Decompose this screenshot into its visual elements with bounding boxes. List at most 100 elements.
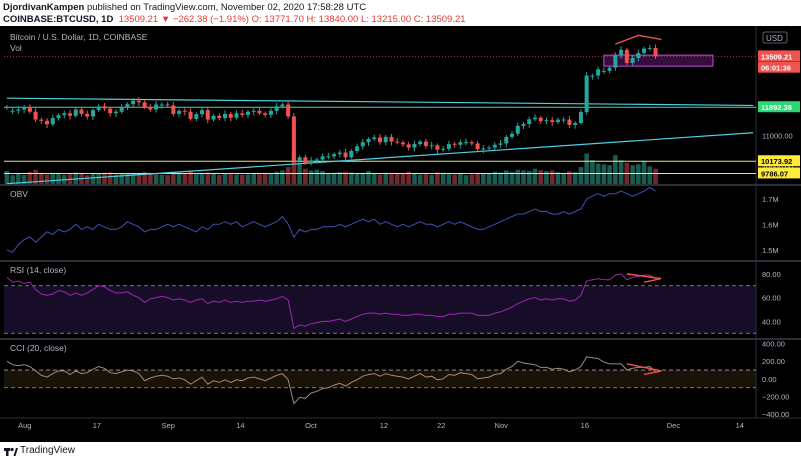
candle-body <box>647 47 652 49</box>
candle-body <box>194 114 199 119</box>
volume-bar <box>613 155 618 184</box>
volume-bar <box>205 172 211 184</box>
volume-bar <box>423 174 429 184</box>
candle-body <box>498 143 503 145</box>
volume-bar <box>228 174 234 184</box>
price-axis-label-bg <box>758 50 800 62</box>
indicator-line <box>6 273 656 330</box>
volume-bar <box>102 172 107 184</box>
price-axis-label-bg <box>758 61 800 73</box>
volume-bar <box>326 173 331 184</box>
price-tick-label: 10000.00 <box>762 163 793 172</box>
chart-area[interactable]: Bitcoin / U.S. Dollar, 1D, COINBASE Vol US… <box>0 26 801 442</box>
price-axis-label: 9786.07 <box>761 169 788 178</box>
candle-body <box>131 100 136 105</box>
volume-bar <box>16 173 21 184</box>
candle-body <box>561 119 566 121</box>
volume-bar <box>222 173 228 184</box>
volume-bar <box>268 173 274 184</box>
time-axis-label: Sep <box>162 421 175 430</box>
annotation-arrow <box>626 363 662 376</box>
price-axis-label: 11892.38 <box>761 103 792 112</box>
candle-body <box>39 119 44 121</box>
time-axis-label: 22 <box>437 421 445 430</box>
time-axis-label: Oct <box>305 421 318 430</box>
candle-body <box>349 151 354 158</box>
volume-bar <box>458 173 463 184</box>
candle-body <box>464 142 469 144</box>
volume-bar <box>159 174 165 184</box>
volume-bar <box>303 168 308 184</box>
indicator-tick-label: 200.00 <box>762 357 785 366</box>
price-axis-label-bg <box>758 155 800 167</box>
author-name[interactable]: DjordivanKampen <box>3 2 85 13</box>
candle-body <box>50 118 55 125</box>
candle-body <box>45 120 50 125</box>
volume-bar <box>532 168 538 184</box>
indicator-tick-label: 400.00 <box>762 340 785 349</box>
volume-bar <box>452 174 457 184</box>
time-axis-label: 12 <box>380 421 388 430</box>
volume-bar <box>406 171 411 184</box>
candle-body <box>590 75 595 77</box>
candle-body <box>355 146 360 151</box>
candle-body <box>532 117 538 120</box>
volume-bar <box>389 174 394 184</box>
indicator-tick-label: 0.00 <box>762 375 777 384</box>
candle-body <box>320 156 325 160</box>
currency-box[interactable] <box>762 31 788 44</box>
time-axis-label: Nov <box>495 421 509 430</box>
footer: TradingView <box>0 442 801 460</box>
time-axis-label: 14 <box>736 421 744 430</box>
volume-bar <box>521 170 526 184</box>
volume-bar <box>349 172 354 184</box>
volume-bar <box>371 173 377 184</box>
volume-bar <box>262 172 268 184</box>
time-axis-label: 16 <box>581 421 589 430</box>
volume-bar <box>492 171 498 184</box>
volume-bar <box>119 173 124 184</box>
currency-label: USD <box>766 34 783 43</box>
volume-bar <box>10 175 15 184</box>
volume-bar <box>153 174 159 184</box>
volume-bar <box>366 171 371 184</box>
candle-body <box>10 110 15 112</box>
candle-body <box>544 120 549 122</box>
candle-body <box>395 141 400 143</box>
volume-bar <box>526 170 532 184</box>
candle-body <box>607 67 612 71</box>
candle-body <box>90 110 95 117</box>
candle-body <box>142 102 147 107</box>
time-axis-label: Aug <box>18 421 31 430</box>
candle-body <box>487 147 492 149</box>
candle-body <box>188 111 193 119</box>
candle-body <box>62 113 67 116</box>
volume-bar <box>136 174 142 184</box>
tradingview-brand[interactable]: TradingView <box>20 445 76 456</box>
candle-body <box>108 108 113 114</box>
volume-bar <box>486 173 492 184</box>
candle-body <box>177 110 182 114</box>
volume-bar <box>73 172 79 184</box>
volume-bar <box>33 169 38 184</box>
candle-body <box>343 152 348 158</box>
candle-body <box>154 104 159 110</box>
candle-body <box>469 142 474 144</box>
price-tick-label: 11000.00 <box>762 131 793 140</box>
candle-body <box>251 110 256 112</box>
tradingview-logo-icon[interactable] <box>4 446 18 456</box>
volume-bar <box>176 172 182 184</box>
volume-bar <box>274 171 279 184</box>
indicator-tick-label: 40.00 <box>762 317 781 326</box>
volume-bar <box>509 171 515 184</box>
price-axis-label: 13509.21 <box>761 52 792 61</box>
candle-body <box>303 157 308 163</box>
candle-body <box>85 113 90 117</box>
volume-bar <box>561 173 566 184</box>
volume-bar <box>515 169 521 184</box>
volume-bar <box>27 172 33 184</box>
volume-bar <box>343 171 348 184</box>
candle-body <box>268 110 273 115</box>
indicator-tick-label: 80.00 <box>762 270 781 279</box>
